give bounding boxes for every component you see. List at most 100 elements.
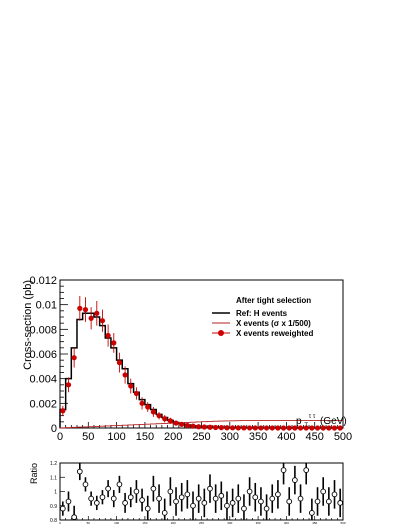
- x-tick-label: 350: [249, 431, 267, 443]
- data-point-x-reweighted: [269, 425, 275, 431]
- ratio-point: [292, 465, 298, 495]
- data-point-x-reweighted: [133, 387, 140, 400]
- marker: [139, 400, 145, 406]
- x-tick-label: 450: [306, 431, 324, 443]
- ratio-marker: [309, 510, 315, 516]
- ratio-point: [88, 491, 94, 506]
- ratio-point: [161, 498, 168, 520]
- data-point-x-reweighted: [65, 377, 72, 393]
- ratio-marker: [212, 495, 219, 502]
- ratio-marker: [99, 494, 106, 501]
- ratio-point: [235, 484, 242, 513]
- legend-entry-x-events: X events (σ x 1/500): [236, 319, 311, 328]
- x-tick-label: 100: [107, 431, 125, 443]
- x-axis-label-main: p: [296, 416, 302, 427]
- ratio-marker: [156, 495, 162, 502]
- data-point-x-reweighted: [88, 307, 94, 330]
- ratio-x-tick-label: 450: [312, 521, 317, 525]
- ratio-marker: [252, 494, 259, 501]
- ratio-point: [286, 487, 293, 516]
- y-tick-label: 0: [51, 423, 57, 435]
- marker: [320, 425, 326, 431]
- ratio-point: [139, 488, 145, 512]
- data-point-x-reweighted: [218, 425, 224, 431]
- data-point-x-reweighted: [116, 352, 123, 373]
- marker: [252, 425, 258, 431]
- ratio-point: [76, 463, 83, 481]
- data-point-x-reweighted: [331, 425, 338, 431]
- ratio-point: [133, 480, 140, 503]
- x-tick-label: 500: [334, 431, 352, 443]
- ratio-point: [173, 487, 179, 516]
- x-tick-label: 200: [164, 431, 182, 443]
- ratio-point: [218, 481, 225, 511]
- ratio-marker: [218, 492, 225, 499]
- marker: [218, 425, 224, 431]
- data-point-x-reweighted: [190, 423, 196, 429]
- ratio-marker: [139, 497, 145, 503]
- ratio-marker: [122, 500, 128, 506]
- y-tick-label: 0.01: [36, 300, 57, 312]
- data-point-x-reweighted: [150, 407, 156, 417]
- marker: [269, 425, 275, 431]
- data-point-x-reweighted: [94, 300, 100, 326]
- ratio-point: [195, 484, 202, 513]
- ratio-point: [246, 477, 253, 506]
- marker: [88, 315, 94, 321]
- ratio-marker: [76, 468, 83, 475]
- main-tick-labels: 0 50 100 150 200 250 300 350 400 450 500 0 0.002 0.00…: [29, 275, 352, 443]
- ratio-point: [212, 484, 219, 513]
- marker: [167, 418, 173, 424]
- ratio-x-tick-label: 350: [256, 521, 261, 525]
- ratio-marker: [59, 505, 66, 512]
- ratio-marker: [246, 488, 253, 495]
- ratio-point: [303, 463, 310, 485]
- marker: [122, 372, 128, 378]
- ratio-y-axis-label: Ratio: [29, 463, 39, 484]
- marker: [184, 422, 190, 429]
- ratio-plot: 0 50 100 150 200 250 300 350 400 450 500 0.8 0.9 1 1.1…: [29, 461, 346, 525]
- data-point-x-reweighted: [320, 425, 326, 431]
- ratio-marker: [190, 502, 196, 509]
- ratio-marker: [326, 498, 332, 505]
- ratio-marker: [161, 510, 168, 516]
- ratio-marker: [184, 491, 191, 498]
- ratio-x-tick-label: 500: [340, 521, 345, 525]
- data-point-x-reweighted: [326, 425, 332, 431]
- ratio-point: [297, 484, 304, 513]
- ratio-marker: [314, 498, 321, 505]
- marker: [213, 424, 219, 431]
- marker: [230, 425, 236, 431]
- marker: [224, 425, 230, 431]
- marker: [179, 421, 185, 427]
- marker: [207, 424, 213, 430]
- ratio-marker: [65, 498, 72, 505]
- ratio-marker: [82, 481, 89, 488]
- data-point-x-reweighted: [71, 347, 77, 368]
- marker: [196, 424, 202, 430]
- data-point-x-reweighted: [309, 425, 315, 431]
- data-point-x-reweighted: [252, 425, 258, 431]
- data-point-x-reweighted: [207, 424, 213, 430]
- marker: [286, 425, 292, 431]
- data-point-x-reweighted: [280, 425, 287, 431]
- data-point-x-reweighted: [179, 421, 185, 427]
- data-point-x-reweighted: [258, 425, 264, 431]
- ratio-point: [99, 490, 106, 505]
- data-point-x-reweighted: [111, 333, 117, 353]
- ratio-point: [93, 495, 100, 511]
- data-point-x-reweighted: [337, 425, 343, 431]
- data-point-x-reweighted: [241, 425, 247, 431]
- marker: [201, 424, 207, 430]
- ratio-point: [122, 492, 128, 513]
- ratio-x-tick-label: 250: [199, 521, 204, 525]
- ratio-point: [337, 488, 344, 518]
- marker: [297, 425, 304, 431]
- ratio-marker: [105, 485, 111, 492]
- ratio-point: [71, 505, 78, 521]
- ratio-marker: [286, 498, 293, 505]
- ratio-point: [201, 488, 208, 518]
- data-point-x-reweighted: [77, 296, 83, 321]
- y-tick-label: 0.012: [29, 275, 57, 287]
- marker: [133, 390, 140, 397]
